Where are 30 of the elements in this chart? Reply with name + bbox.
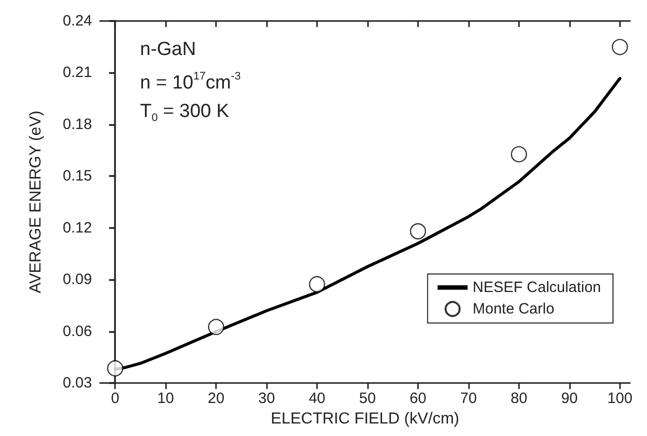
x-tick-label: 0 [110, 390, 120, 407]
y-axis-title: AVERAGE ENERGY (eV) [28, 110, 44, 294]
legend-label: NESEF Calculation [472, 279, 602, 296]
point [612, 38, 628, 56]
x-tick-label: 10 [157, 390, 174, 407]
x-tick-label: 30 [258, 390, 275, 407]
y-tick-label: 0.15 [62, 168, 92, 185]
y-tick-label: 0.09 [62, 271, 92, 288]
x-axis-title: ELECTRIC FIELD (kV/cm) [270, 410, 460, 428]
x-tick-label: 60 [410, 390, 426, 407]
y-tick-label: 0.03 [62, 374, 92, 392]
y-tick-label: 0.24 [62, 12, 92, 30]
annotation: n-GaN [140, 39, 196, 60]
x-tick-label: 70 [460, 390, 477, 407]
y-tick-label: 0.06 [62, 322, 92, 340]
point [208, 318, 224, 336]
y-tick-label: 0.21 [62, 64, 92, 82]
point [308, 276, 326, 292]
point [410, 223, 426, 240]
x-tick-label: 100 [607, 390, 632, 407]
x-tick-label: 90 [561, 390, 578, 407]
y-tick-label: 0.18 [62, 116, 92, 133]
legend-label: Monte Carlo [472, 300, 554, 318]
x-tick-label: 20 [208, 390, 224, 407]
point [510, 146, 528, 162]
x-tick-label: 40 [308, 390, 326, 407]
y-tick-label: 0.12 [62, 219, 92, 236]
point [107, 360, 124, 376]
x-tick-label: 80 [510, 390, 528, 407]
x-tick-label: 50 [359, 390, 376, 407]
